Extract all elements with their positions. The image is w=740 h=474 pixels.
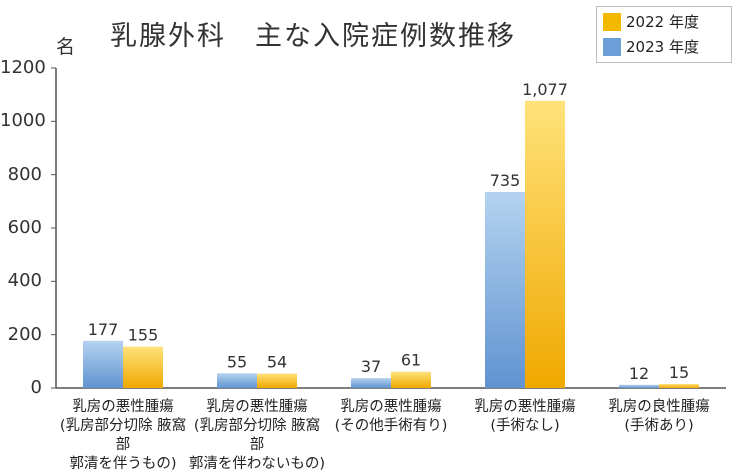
x-category-label-line: 乳房の悪性腫瘍	[474, 399, 576, 415]
data-label: 54	[267, 353, 287, 372]
y-tick-label: 0	[30, 377, 42, 398]
x-category-label: 乳房の悪性腫瘍 (その他手術有り)	[321, 398, 461, 436]
x-category-label-line: (乳房部分切除 腋窩部	[193, 418, 321, 453]
data-label: 15	[669, 363, 689, 382]
legend-item-2023: 2023 年度	[603, 34, 725, 59]
legend-label-2023: 2023 年度	[626, 38, 699, 56]
x-category-label: 乳房の悪性腫瘍 (乳房部分切除 腋窩部 郭清を伴うもの)	[53, 398, 193, 474]
y-tick-label: 600	[7, 217, 42, 238]
data-label: 61	[401, 351, 421, 370]
data-label: 1,077	[522, 80, 568, 99]
data-label: 37	[361, 357, 381, 376]
data-label: 735	[490, 171, 521, 190]
legend-swatch-2022	[603, 12, 621, 31]
x-category-label: 乳房の悪性腫瘍 (手術なし)	[455, 398, 595, 436]
data-label: 155	[128, 326, 159, 345]
y-tick-label: 800	[7, 163, 42, 185]
x-category-label-line: (乳房部分切除 腋窩部	[59, 418, 187, 453]
bar-2022	[257, 373, 297, 388]
bar-2023	[351, 378, 391, 388]
y-tick-label: 1000	[0, 110, 46, 132]
x-category-label-line: 乳房の悪性腫瘍	[206, 399, 308, 415]
bar-2023	[619, 384, 659, 388]
x-category-label-line: (その他手術有り)	[334, 418, 448, 434]
data-label: 55	[227, 352, 247, 371]
bar-2022	[659, 384, 699, 388]
y-tick-label: 1200	[0, 57, 46, 78]
y-tick-label: 200	[7, 323, 42, 345]
legend-item-2022: 2022 年度	[603, 9, 725, 34]
bar-2023	[83, 340, 123, 388]
x-category-label-line: 乳房の悪性腫瘍	[72, 399, 174, 415]
data-label: 177	[88, 320, 119, 339]
legend-swatch-2023	[603, 37, 621, 56]
bar-2022	[123, 346, 163, 388]
y-tick-label: 400	[7, 270, 42, 292]
bar-2022	[525, 100, 565, 389]
data-label: 12	[629, 364, 649, 383]
bar-2022	[391, 371, 431, 388]
chart-title: 乳腺外科 主な入院症例数推移	[110, 21, 516, 52]
x-category-label-line: 乳房の悪性腫瘍	[340, 399, 442, 415]
bar-2023	[217, 373, 257, 388]
y-axis-unit: 名	[56, 36, 76, 58]
x-category-label-line: (手術あり)	[624, 418, 694, 434]
x-category-label-line: 乳房の良性腫瘍	[608, 399, 710, 415]
legend-label-2022: 2022 年度	[626, 13, 699, 31]
x-category-label: 乳房の悪性腫瘍 (乳房部分切除 腋窩部 郭清を伴わないもの)	[187, 398, 327, 474]
x-category-label: 乳房の良性腫瘍 (手術あり)	[589, 398, 729, 436]
bar-2023	[485, 192, 525, 388]
x-category-label-line: (手術なし)	[490, 418, 560, 434]
legend: 2022 年度 2023 年度	[596, 6, 732, 63]
